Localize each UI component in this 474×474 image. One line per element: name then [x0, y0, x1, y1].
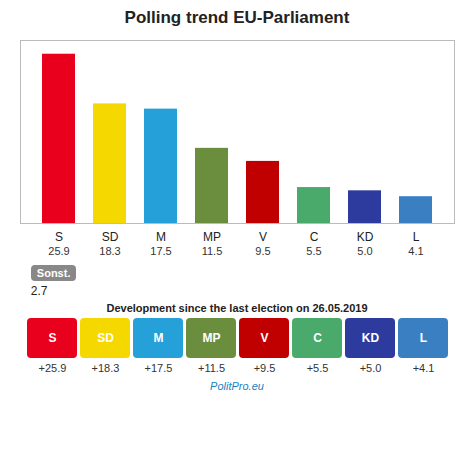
html-text:2.7: 2.7: [30, 284, 48, 298]
svg-text:M: M: [156, 230, 166, 244]
svg-text:+4.1: +4.1: [413, 362, 435, 374]
svg-text:+17.5: +17.5: [145, 362, 173, 374]
svg-text:+9.5: +9.5: [254, 362, 276, 374]
html-text:Development since the last ele: Development since the last election on 2…: [106, 302, 368, 314]
svg-text:18.3: 18.3: [99, 245, 120, 257]
html-text:Sonst.: Sonst.: [36, 267, 71, 279]
svg-text:S: S: [55, 230, 63, 244]
svg-text:SD: SD: [102, 230, 119, 244]
svg-text:KD: KD: [357, 230, 374, 244]
svg-text:25.9: 25.9: [48, 245, 69, 257]
svg-text:S: S: [48, 331, 56, 345]
svg-text:+11.5: +11.5: [198, 362, 225, 374]
svg-text:9.5: 9.5: [255, 245, 270, 257]
svg-text:+5.5: +5.5: [307, 362, 329, 374]
html-text:Polling trend EU-Parliament: Polling trend EU-Parliament: [124, 8, 350, 27]
svg-text:C: C: [313, 331, 322, 345]
svg-text:+18.3: +18.3: [92, 362, 120, 374]
svg-text:5.5: 5.5: [306, 245, 321, 257]
svg-text:C: C: [310, 230, 319, 244]
svg-text:M: M: [154, 331, 164, 345]
svg-text:+5.0: +5.0: [360, 362, 382, 374]
svg-text:17.5: 17.5: [150, 245, 171, 257]
svg-text:V: V: [259, 230, 267, 244]
svg-text:11.5: 11.5: [202, 245, 223, 257]
svg-text:5.0: 5.0: [357, 245, 372, 257]
svg-text:MP: MP: [203, 230, 221, 244]
html-text:PolitPro.eu: PolitPro.eu: [210, 380, 264, 392]
svg-text:SD: SD: [97, 331, 114, 345]
svg-text:L: L: [420, 331, 427, 345]
svg-text:MP: MP: [203, 331, 221, 345]
svg-text:L: L: [413, 230, 420, 244]
svg-text:V: V: [260, 331, 268, 345]
svg-text:4.1: 4.1: [408, 245, 423, 257]
svg-text:KD: KD: [362, 331, 380, 345]
svg-text:+25.9: +25.9: [39, 362, 67, 374]
